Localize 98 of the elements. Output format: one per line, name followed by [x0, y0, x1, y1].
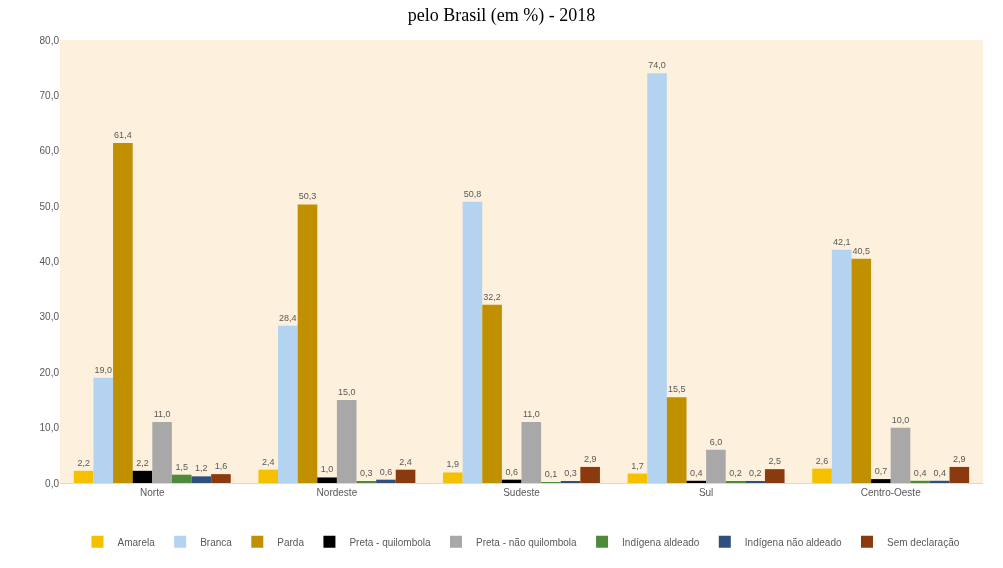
data-label: 1,5	[175, 461, 188, 472]
data-label: 1,2	[195, 463, 208, 474]
bar	[395, 469, 416, 483]
y-tick-label: 80,0	[39, 34, 60, 46]
legend-label: Amarela	[117, 536, 156, 548]
data-label: 19,0	[94, 364, 113, 375]
bar	[336, 399, 357, 483]
data-label: 0,7	[874, 466, 888, 477]
legend-label: Indígena aldeado	[622, 536, 700, 548]
bar	[764, 469, 785, 483]
legend-label: Preta - quilombola	[349, 536, 432, 548]
bar	[812, 468, 832, 483]
legend-label: Indígena não aldeado	[744, 536, 842, 548]
bar	[521, 422, 542, 483]
y-tick-label: 50,0	[39, 200, 60, 212]
bar	[258, 469, 279, 483]
bar	[890, 427, 911, 483]
bar	[851, 258, 872, 483]
data-label: 11,0	[522, 409, 540, 420]
x-tick-label: Sudeste	[503, 487, 541, 498]
data-label: 0,3	[360, 468, 373, 478]
data-label: 15,5	[667, 384, 686, 395]
bar	[191, 476, 212, 483]
x-tick-label: Norte	[140, 487, 165, 498]
bar	[297, 204, 318, 483]
x-tick-label: Centro-Oeste	[860, 487, 922, 498]
data-label: 0,3	[564, 468, 577, 478]
legend-label: Preta - não quilombola	[476, 536, 578, 548]
legend-label: Sem declaração	[887, 536, 960, 548]
legend-label: Parda	[277, 536, 305, 548]
data-label: 0,6	[505, 466, 518, 477]
data-label: 15,0	[337, 386, 356, 397]
y-tick-label: 10,0	[39, 422, 60, 434]
data-label: 6,0	[709, 436, 723, 447]
bar	[376, 479, 396, 483]
data-label: 0,2	[729, 468, 742, 478]
bar	[152, 422, 172, 483]
bar	[949, 466, 970, 483]
y-tick-label: 0,0	[45, 477, 60, 489]
bar	[443, 472, 463, 483]
bar	[93, 377, 114, 483]
data-label: 11,0	[153, 409, 171, 420]
bar	[871, 479, 891, 483]
data-label: 10,0	[891, 414, 910, 425]
bar	[171, 474, 192, 483]
data-label: 74,0	[648, 60, 666, 71]
data-label: 2,2	[77, 457, 90, 468]
data-label: 32,2	[483, 291, 501, 302]
data-label: 1,7	[631, 460, 644, 471]
bar	[317, 477, 337, 483]
data-label: 50,3	[298, 191, 317, 202]
bar	[929, 480, 950, 483]
y-tick-label: 70,0	[39, 89, 60, 101]
data-label: 2,5	[768, 456, 782, 467]
data-label: 2,4	[262, 456, 275, 467]
data-label: 42,1	[832, 236, 851, 247]
bar	[580, 466, 600, 483]
bar	[73, 470, 94, 483]
data-label: 0,6	[379, 466, 393, 477]
data-label: 2,6	[815, 455, 829, 466]
chart-title: pelo Brasil (em %) - 2018	[407, 5, 596, 27]
legend-label: Branca	[200, 536, 233, 548]
data-label: 0,2	[748, 468, 762, 478]
y-tick-label: 30,0	[39, 311, 60, 323]
bar	[113, 143, 133, 483]
y-tick-label: 60,0	[39, 145, 60, 157]
data-label: 0,4	[690, 467, 703, 478]
bar	[666, 397, 687, 483]
data-label: 40,5	[852, 245, 871, 256]
data-label: 0,1	[544, 469, 558, 479]
bar	[706, 449, 726, 483]
bar	[462, 201, 483, 483]
x-tick-label: Sul	[698, 487, 714, 498]
bar	[647, 73, 667, 483]
data-label: 61,4	[114, 130, 132, 140]
bar	[501, 479, 522, 483]
y-tick-label: 20,0	[39, 366, 60, 378]
bar	[686, 480, 707, 483]
data-label: 0,4	[913, 467, 927, 478]
bar	[627, 473, 648, 483]
bar	[831, 249, 852, 483]
x-tick-label: Nordeste	[316, 487, 358, 498]
data-label: 1,9	[446, 459, 460, 470]
bar	[211, 474, 231, 483]
data-label: 2,9	[953, 453, 966, 464]
bar	[910, 480, 930, 483]
data-label: 0,4	[933, 467, 946, 478]
bar	[482, 304, 502, 483]
y-tick-label: 40,0	[39, 256, 60, 267]
data-label: 1,6	[214, 461, 228, 472]
data-label: 28,4	[279, 312, 297, 323]
data-label: 1,0	[320, 464, 334, 475]
data-label: 50,8	[463, 188, 482, 199]
bar	[132, 470, 153, 483]
bar	[278, 325, 298, 483]
data-label: 2,2	[136, 457, 149, 468]
data-label: 2,9	[583, 453, 597, 464]
data-label: 2,4	[399, 456, 412, 467]
